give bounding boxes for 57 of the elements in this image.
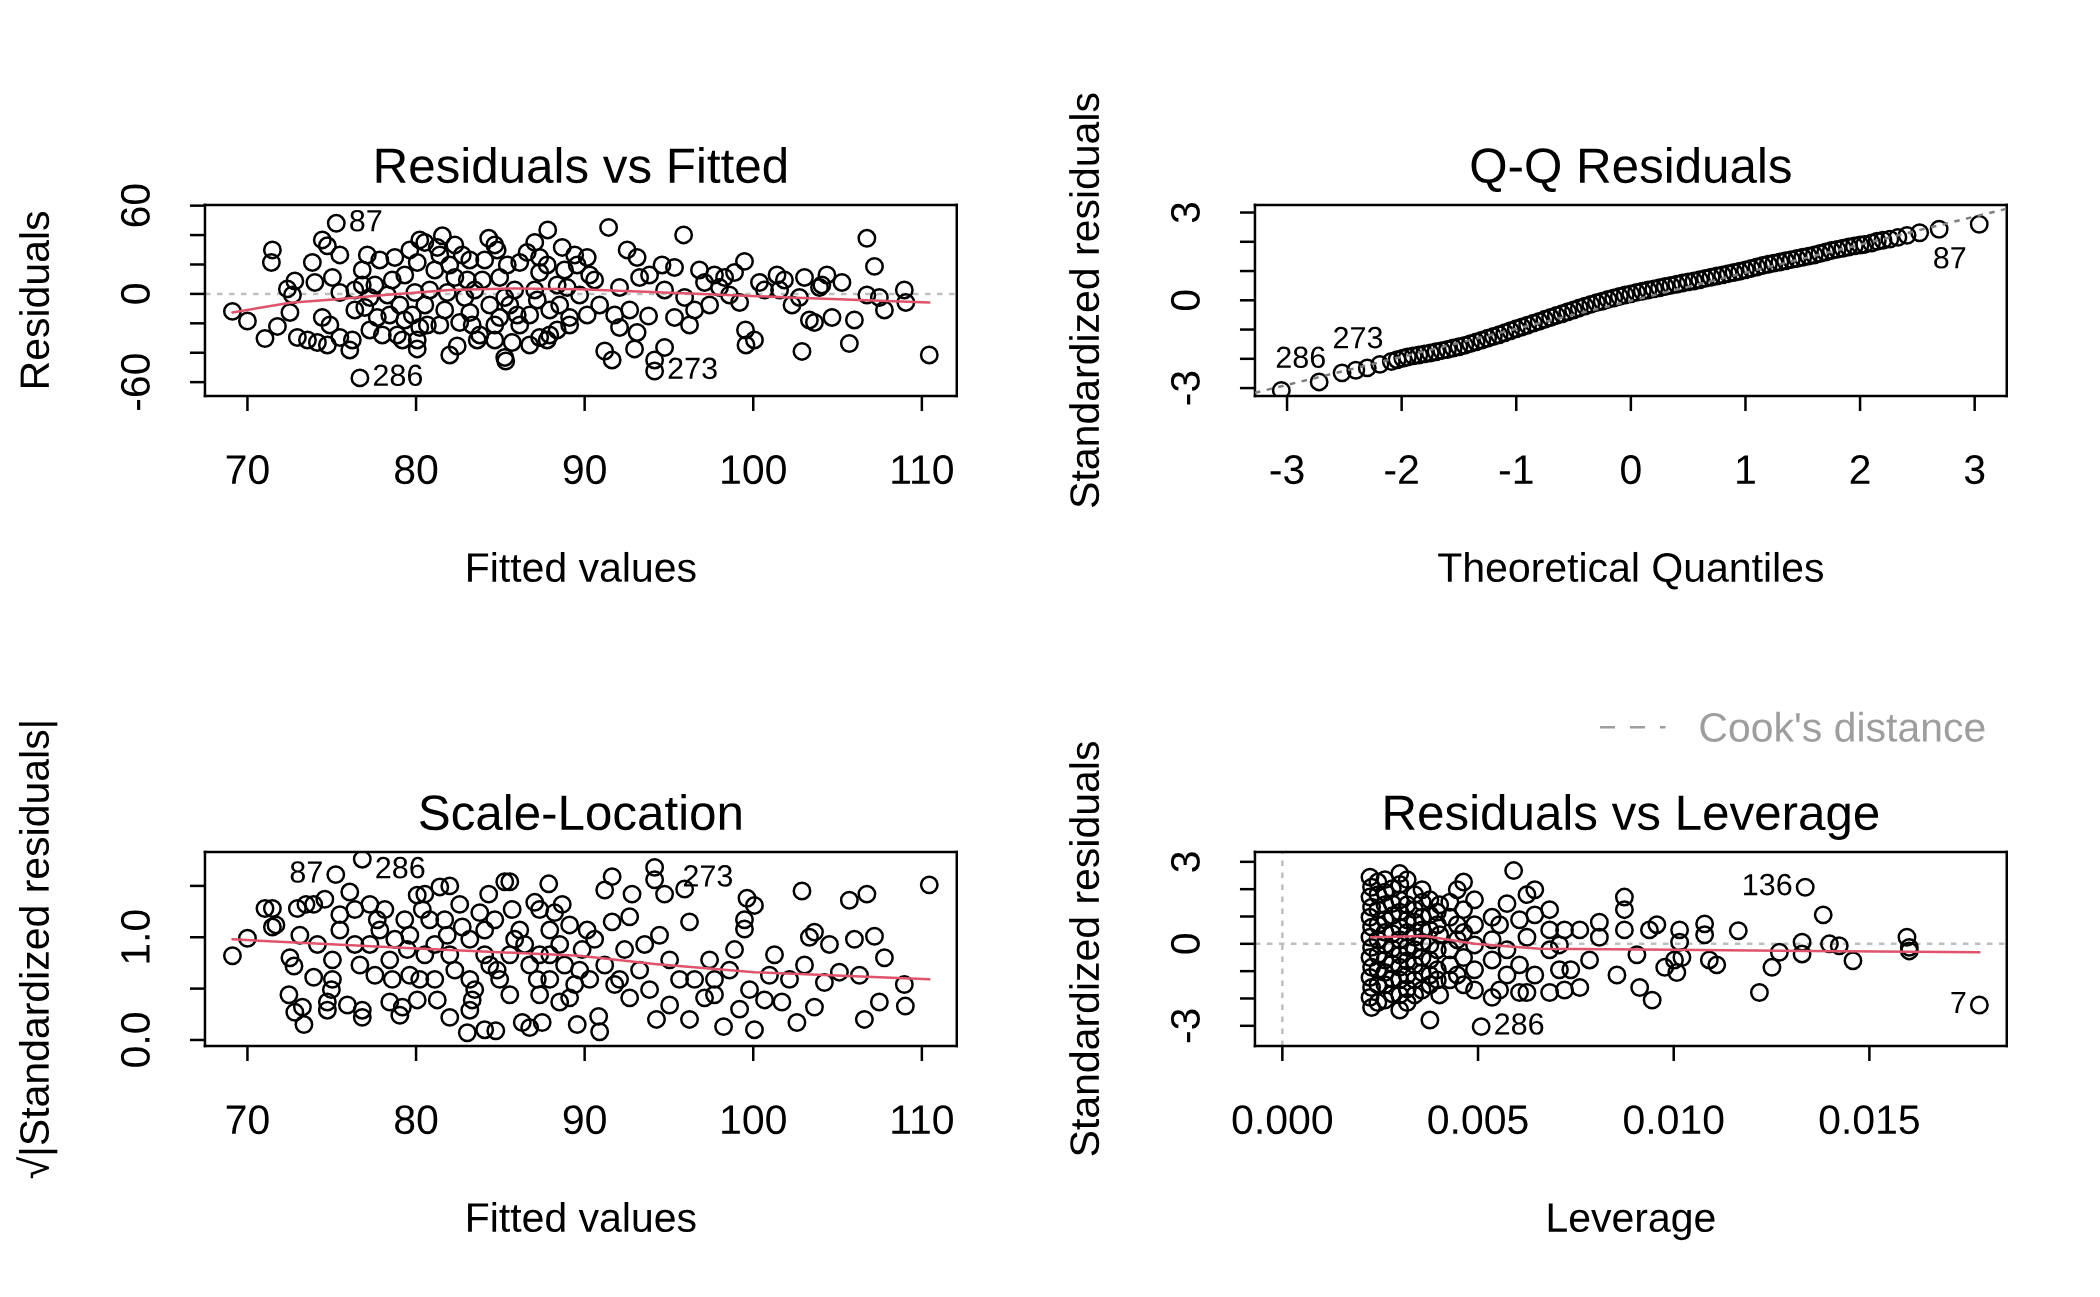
- annotation: 273: [683, 865, 733, 887]
- x-tick-label: 1: [1737, 455, 1755, 484]
- annotation: 87: [1934, 246, 1966, 269]
- x-tick-label: 0.000: [1232, 1105, 1333, 1135]
- x-tick-label: 100: [722, 455, 786, 485]
- chart-title: Q-Q Residuals: [1471, 146, 1791, 193]
- x-tick-label: 70: [226, 1105, 269, 1135]
- y-axis-title: Standardized residuals: [1069, 742, 1100, 1156]
- annotation: 286: [1495, 1013, 1544, 1035]
- y-tick-label: 0: [120, 284, 150, 304]
- y-tick-label: 0: [1170, 290, 1200, 311]
- annotation: 87: [350, 209, 382, 232]
- annotation: 7: [1951, 991, 1966, 1013]
- x-tick-label: 80: [395, 455, 438, 485]
- x-tick-label: 70: [226, 455, 269, 485]
- y-axis-title: √|Standardized residuals|: [16, 722, 58, 1179]
- x-axis-title: Leverage: [1548, 1203, 1715, 1241]
- annotation: 87: [290, 861, 322, 883]
- y-tick-label: 60: [120, 184, 150, 227]
- y-tick-label: -60: [120, 354, 150, 410]
- annotation: 286: [373, 364, 423, 387]
- y-tick-label: -3: [1170, 1009, 1200, 1043]
- x-tick-label: 80: [395, 1105, 438, 1135]
- y-tick-label: 0.0: [120, 1013, 150, 1067]
- x-axis-title: Theoretical Quantiles: [1438, 551, 1823, 590]
- y-tick-label: 1.0: [120, 910, 150, 963]
- annotation: 273: [668, 357, 717, 380]
- x-tick-label: 3: [1964, 455, 1985, 485]
- x-tick-label: 0.005: [1428, 1105, 1528, 1135]
- x-tick-label: 0: [1621, 455, 1641, 485]
- y-tick-label: 3: [1170, 202, 1200, 223]
- x-tick-label: 110: [892, 455, 953, 485]
- chart-title: Scale-Location: [420, 794, 741, 831]
- annotation: 286: [376, 856, 425, 879]
- annotation: 136: [1744, 873, 1792, 896]
- chart-title: Residuals vs Fitted: [376, 146, 786, 184]
- x-tick-label: 100: [722, 1105, 786, 1135]
- chart-title: Residuals vs Leverage: [1385, 794, 1879, 841]
- x-tick-label: -3: [1270, 455, 1304, 485]
- annotation: 286: [1276, 346, 1325, 369]
- y-axis-title: Residuals: [19, 211, 50, 388]
- x-tick-label: 2: [1850, 455, 1870, 484]
- x-axis-title: Fitted values: [468, 1202, 696, 1233]
- x-tick-label: -1: [1499, 455, 1533, 484]
- annotation: 273: [1334, 326, 1383, 349]
- y-tick-label: -3: [1170, 371, 1200, 405]
- x-tick-label: 90: [563, 1105, 606, 1135]
- x-tick-label: 110: [892, 1105, 953, 1135]
- y-axis-title: Standardized residuals: [1069, 93, 1100, 507]
- x-tick-label: 0.015: [1819, 1105, 1919, 1135]
- x-axis-title: Fitted values: [468, 551, 696, 583]
- legend-label: Cook's distance: [1700, 711, 1985, 742]
- x-tick-label: -2: [1385, 455, 1418, 484]
- y-tick-label: 3: [1170, 852, 1200, 872]
- y-tick-label: 0: [1170, 934, 1200, 954]
- x-tick-label: 0.010: [1624, 1105, 1724, 1135]
- x-tick-label: 90: [563, 455, 606, 485]
